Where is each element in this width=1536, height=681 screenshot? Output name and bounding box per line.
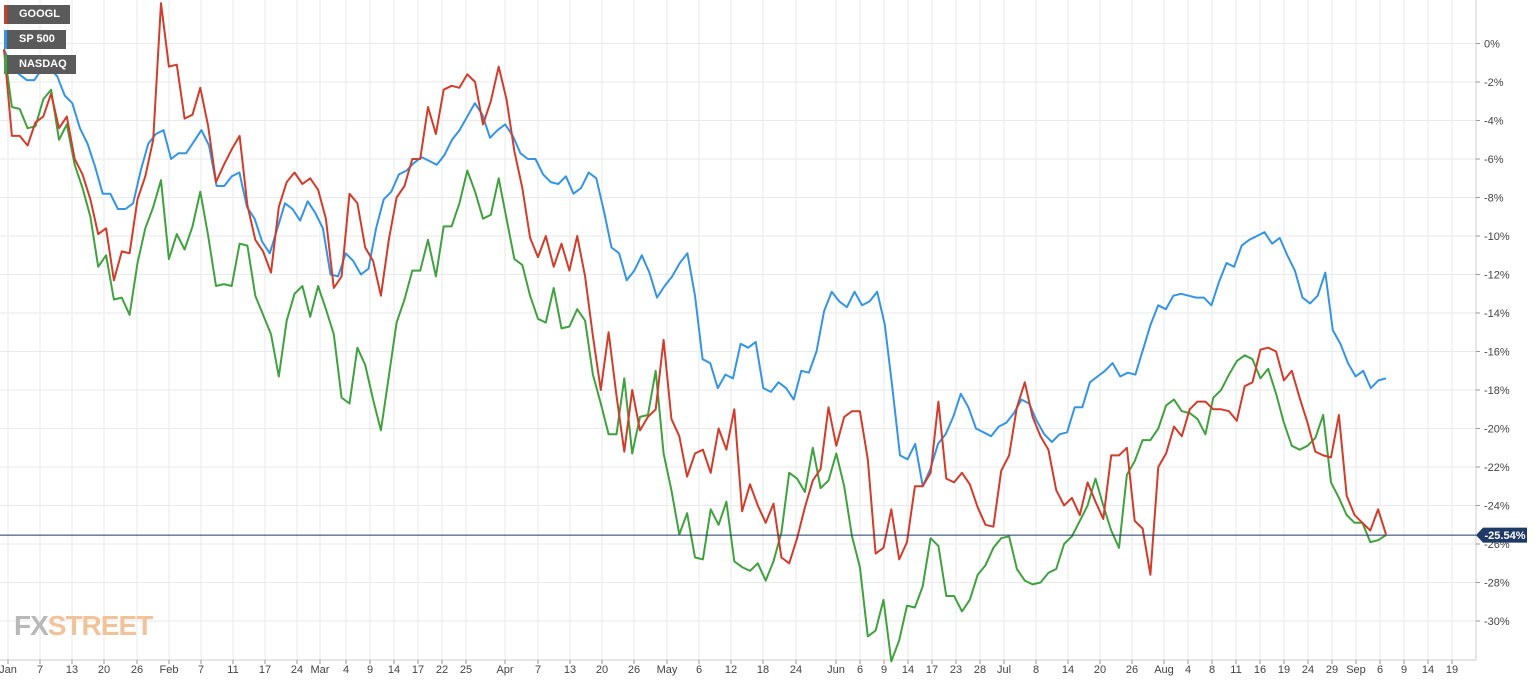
x-tick-label: 4 <box>343 664 349 676</box>
series-line-sp500 <box>3 48 1387 488</box>
x-tick-label: 6 <box>696 664 702 676</box>
legend-sp500[interactable]: SP 500 <box>4 30 66 49</box>
x-tick-label: 14 <box>1422 664 1434 676</box>
x-tick-label: 23 <box>950 664 962 676</box>
x-tick-label: 28 <box>974 664 986 676</box>
series-group <box>3 2 1387 663</box>
x-tick-label: 13 <box>66 664 78 676</box>
x-tick-label: 6 <box>1377 664 1383 676</box>
x-tick-label: 26 <box>1126 664 1138 676</box>
y-tick-label: -16% <box>1484 347 1510 359</box>
y-tick-label: -24% <box>1484 501 1510 513</box>
x-tick-label: Jan <box>0 664 17 676</box>
x-tick-label: Feb <box>160 664 179 676</box>
y-tick-label: -14% <box>1484 308 1510 320</box>
x-tick-label: 20 <box>1094 664 1106 676</box>
x-tick-label: 9 <box>1401 664 1407 676</box>
logo-street: STREET <box>47 610 153 641</box>
x-tick-label: Mar <box>311 664 330 676</box>
x-tick-label: Sep <box>1346 664 1366 676</box>
x-tick-label: 29 <box>1326 664 1338 676</box>
y-tick-label: -22% <box>1484 462 1510 474</box>
y-tick-label: -30% <box>1484 616 1510 628</box>
x-tick-label: 22 <box>436 664 448 676</box>
grid <box>0 0 1476 660</box>
x-tick-label: Jun <box>827 664 845 676</box>
x-tick-label: 9 <box>881 664 887 676</box>
x-tick-label: 26 <box>628 664 640 676</box>
fxstreet-logo: FXSTREET <box>14 610 153 642</box>
x-tick-label: 24 <box>1302 664 1314 676</box>
x-tick-label: 19 <box>1278 664 1290 676</box>
x-tick-label: Apr <box>496 664 513 676</box>
x-tick-label: 7 <box>37 664 43 676</box>
x-tick-label: 6 <box>857 664 863 676</box>
legend-label-googl: GOOGL <box>19 8 60 20</box>
x-tick-label: 8 <box>1033 664 1039 676</box>
x-tick-label: 9 <box>367 664 373 676</box>
x-tick-label: 17 <box>926 664 938 676</box>
x-tick-label: May <box>657 664 678 676</box>
current-value-badge <box>1483 527 1527 543</box>
y-tick-label: -8% <box>1484 193 1504 205</box>
x-tick-label: 11 <box>1230 664 1241 676</box>
x-tick-label: 17 <box>259 664 271 676</box>
current-value-arrow <box>1476 527 1483 543</box>
x-tick-label: 24 <box>291 664 303 676</box>
y-axis: 0% -2% -4% -6% -8% -10% -12% -14% -16% -18% -20% -2… <box>1476 39 1510 628</box>
x-tick-label: 7 <box>198 664 204 676</box>
y-tick-label: -20% <box>1484 424 1510 436</box>
x-tick-label: 12 <box>725 664 737 676</box>
y-tick-label: -4% <box>1484 116 1504 128</box>
x-tick-label: 25 <box>460 664 472 676</box>
y-tick-label: -2% <box>1484 77 1504 89</box>
x-tick-label: 20 <box>596 664 608 676</box>
x-tick-label: 19 <box>1446 664 1458 676</box>
x-tick-label: 14 <box>1062 664 1074 676</box>
x-axis: Jan 7 13 20 26 Feb 7 11 17 24 Mar 4 9 14 17 22 25 Apr 7 13 2… <box>0 660 1458 676</box>
legend-label-nasdaq: NASDAQ <box>19 58 67 70</box>
x-tick-label: 11 <box>227 664 238 676</box>
x-tick-label: 14 <box>902 664 914 676</box>
series-line-nasdaq <box>3 49 1387 663</box>
legend-label-sp500: SP 500 <box>19 33 55 45</box>
y-tick-label: -18% <box>1484 385 1510 397</box>
y-tick-label: -10% <box>1484 231 1510 243</box>
x-tick-label: Jul <box>997 664 1011 676</box>
x-tick-label: 8 <box>1209 664 1215 676</box>
logo-fx: FX <box>14 610 49 641</box>
x-tick-label: 14 <box>388 664 400 676</box>
series-line-googl <box>3 2 1387 576</box>
y-tick-label: -6% <box>1484 154 1504 166</box>
x-tick-label: 18 <box>757 664 769 676</box>
x-tick-label: 24 <box>790 664 802 676</box>
y-tick-label: 0% <box>1484 39 1500 51</box>
x-tick-label: 13 <box>564 664 576 676</box>
current-value-marker: -25.54% <box>0 527 1527 543</box>
y-tick-label: -12% <box>1484 270 1510 282</box>
x-tick-label: 7 <box>535 664 541 676</box>
x-tick-label: 26 <box>131 664 143 676</box>
x-tick-label: Aug <box>1154 664 1174 676</box>
current-value-label: -25.54% <box>1485 530 1526 542</box>
x-tick-label: 17 <box>412 664 424 676</box>
y-tick-label: -28% <box>1484 578 1510 590</box>
x-tick-label: 20 <box>98 664 110 676</box>
x-tick-label: 16 <box>1254 664 1266 676</box>
x-tick-label: 4 <box>1185 664 1191 676</box>
legend-googl[interactable]: GOOGL <box>4 5 70 24</box>
legend-nasdaq[interactable]: NASDAQ <box>4 55 76 74</box>
